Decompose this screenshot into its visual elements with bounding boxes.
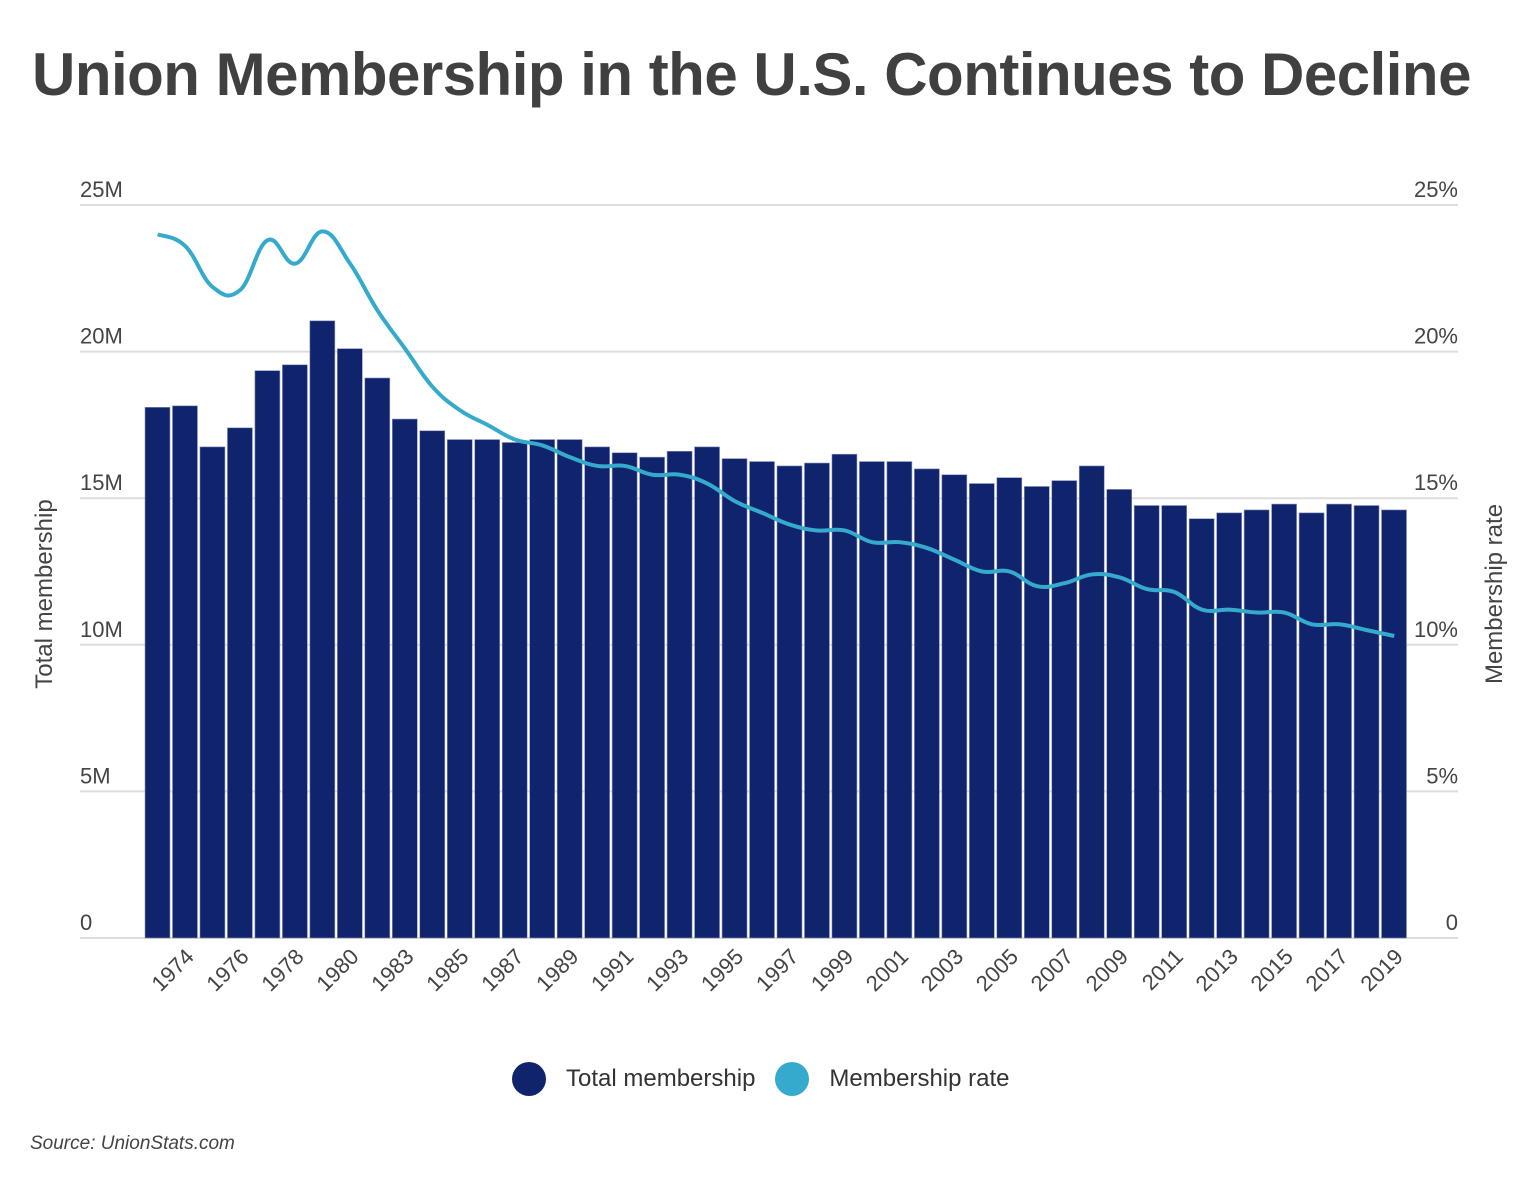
bar-2016	[1298, 512, 1325, 939]
bar-1994	[694, 446, 720, 939]
x-tick-label: 1993	[641, 944, 693, 996]
bar-1974	[172, 405, 198, 939]
bar-1977	[254, 370, 281, 939]
x-tick-label: 2011	[1137, 944, 1188, 995]
x-tick-label: 1980	[311, 944, 363, 996]
x-tick-label: 2019	[1356, 944, 1408, 996]
x-tick-label: 1995	[696, 944, 748, 996]
x-tick-label: 1976	[201, 944, 253, 996]
x-tick-label: 1974	[146, 944, 198, 996]
y-axis-title: Total membership	[31, 499, 58, 688]
x-tick-label: 1985	[421, 944, 473, 996]
legend-label: Total membership	[566, 1065, 756, 1092]
bar-2019	[1381, 509, 1407, 939]
bar-1995	[721, 458, 748, 939]
bar-1990	[584, 446, 610, 939]
bar-2015	[1271, 503, 1297, 939]
x-tick-label: 2001	[861, 944, 913, 996]
x-tick-label: 1987	[476, 944, 528, 996]
y2-axis-title: Membership rate	[1481, 504, 1508, 684]
x-tick-label: 2005	[971, 944, 1023, 996]
bar-2007	[1051, 480, 1078, 939]
bar-2000	[859, 461, 885, 939]
bar-1973	[144, 407, 171, 939]
bar-2004	[969, 483, 995, 939]
x-tick-label: 2017	[1301, 944, 1353, 996]
y2-tick-label: 5%	[1426, 763, 1458, 788]
bar-1978	[282, 364, 308, 939]
legend-item-membership-rate[interactable]: Membership rate	[775, 1062, 1010, 1096]
membership-rate-line	[156, 229, 1395, 638]
bar-2012	[1188, 518, 1215, 939]
legend-item-total-membership[interactable]: Total membership	[512, 1062, 755, 1096]
x-tick-label: 2015	[1246, 944, 1298, 996]
bar-1976	[227, 427, 253, 939]
x-tick-label: 2003	[916, 944, 968, 996]
bar-2006	[1024, 486, 1050, 939]
bar-2014	[1243, 509, 1270, 939]
y-tick-label: 15M	[80, 470, 123, 495]
bar-2017	[1326, 503, 1352, 939]
y-tick-label: 0	[80, 910, 92, 935]
y2-tick-label: 10%	[1414, 617, 1458, 642]
bar-1989	[556, 439, 583, 939]
x-tick-label: 1997	[751, 944, 803, 996]
bar-2010	[1133, 505, 1160, 939]
legend-swatch-line	[775, 1062, 810, 1096]
bar-1981	[364, 377, 391, 939]
bar-2002	[914, 468, 940, 939]
y2-tick-label: 15%	[1414, 470, 1458, 495]
bar-1987	[501, 442, 528, 939]
y-tick-label: 10M	[80, 617, 123, 642]
x-tick-label: 1991	[586, 944, 638, 996]
bar-1985	[446, 439, 473, 939]
y2-tick-label: 25%	[1414, 177, 1458, 202]
bar-1980	[337, 348, 363, 939]
bar-1991	[611, 452, 638, 939]
bar-2011	[1161, 505, 1187, 939]
legend: Total membership Membership rate	[512, 1062, 1030, 1096]
y-tick-label: 20M	[80, 324, 123, 349]
y-tick-label: 5M	[80, 763, 111, 788]
legend-label: Membership rate	[829, 1065, 1010, 1092]
y2-tick-label: 0	[1446, 910, 1458, 935]
bar-2009	[1106, 489, 1133, 939]
x-tick-label: 2007	[1026, 944, 1078, 996]
x-tick-label: 1983	[366, 944, 418, 996]
bar-1992	[639, 456, 665, 939]
bar-1975	[199, 446, 226, 939]
bar-2003	[941, 474, 968, 939]
bar-1993	[666, 450, 693, 939]
bar-2001	[886, 461, 913, 939]
legend-swatch-bars	[512, 1062, 546, 1096]
bar-1999	[831, 453, 858, 939]
x-tick-label: 1999	[806, 944, 858, 996]
bar-1983	[392, 418, 418, 939]
bar-1996	[749, 461, 775, 939]
bar-1986	[474, 439, 501, 939]
bar-2008	[1078, 465, 1105, 939]
source-note: Source: UnionStats.com	[30, 1133, 235, 1154]
x-tick-label: 1989	[531, 944, 583, 996]
y2-tick-label: 20%	[1414, 324, 1458, 349]
bar-2005	[996, 477, 1023, 939]
bar-1998	[804, 462, 830, 939]
bar-1997	[776, 465, 803, 939]
bar-2018	[1353, 505, 1380, 939]
x-tick-label: 2013	[1191, 944, 1243, 996]
chart-title: Union Membership in the U.S. Continues t…	[32, 41, 1471, 108]
x-tick-label: 2009	[1081, 944, 1133, 996]
bar-1984	[419, 430, 446, 939]
bar-1988	[529, 439, 555, 939]
bar-2013	[1216, 512, 1242, 939]
x-tick-label: 1978	[256, 944, 308, 996]
y-tick-label: 25M	[80, 177, 123, 202]
bar-1979	[309, 320, 336, 939]
